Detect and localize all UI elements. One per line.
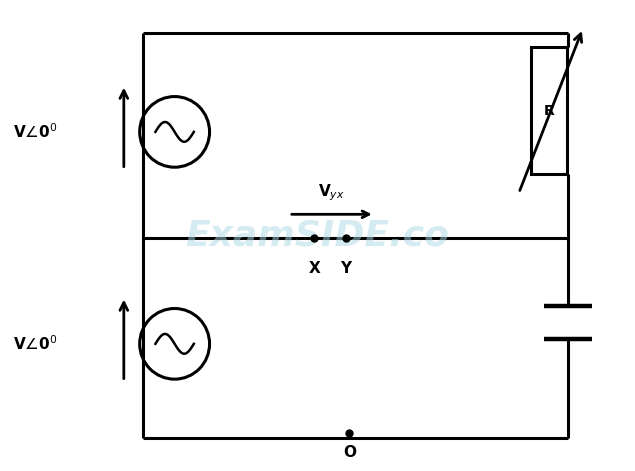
Text: O: O (343, 445, 356, 460)
Text: Y: Y (340, 261, 352, 276)
Text: ExamSIDE.co: ExamSIDE.co (185, 219, 450, 252)
Text: R: R (544, 104, 554, 118)
Text: X: X (309, 261, 320, 276)
Text: V$\angle$0$^0$: V$\angle$0$^0$ (13, 334, 57, 353)
Bar (531, 47, 567, 174)
Text: V$\angle$0$^0$: V$\angle$0$^0$ (13, 122, 57, 141)
Text: V$_{yx}$: V$_{yx}$ (319, 182, 345, 203)
